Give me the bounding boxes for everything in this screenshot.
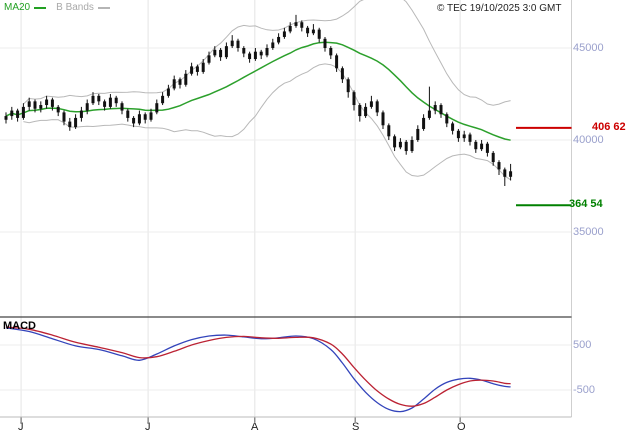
legend-bbands-label: B Bands (56, 2, 94, 13)
macd-axis-label-minus500: -500 (573, 384, 596, 396)
legend-bbands: B Bands (56, 2, 110, 13)
x-axis-label-june: J (18, 421, 24, 433)
price-axis-label-45000: 45000 (573, 42, 604, 54)
macd-panel-label: MACD (3, 320, 36, 332)
bbands-line-swatch (97, 6, 110, 9)
x-axis-label-august: A (251, 421, 259, 433)
legend: MA20 B Bands (4, 2, 110, 13)
legend-ma20-label: MA20 (4, 2, 31, 13)
resistance-level-label: 406 62 (592, 121, 626, 133)
x-axis-label-september: S (352, 421, 360, 433)
legend-ma20: MA20 (4, 2, 47, 13)
copyright-text: © TEC 19/10/2025 3:0 GMT (437, 3, 562, 14)
price-axis-label-35000: 35000 (573, 226, 604, 238)
price-axis-label-40000: 40000 (573, 134, 604, 146)
macd-axis-label-500: 500 (573, 339, 592, 351)
ma20-line-swatch (34, 6, 47, 9)
x-axis-label-october: O (457, 421, 466, 433)
support-level-label: 364 54 (569, 198, 603, 210)
x-axis-label-july: J (145, 421, 151, 433)
